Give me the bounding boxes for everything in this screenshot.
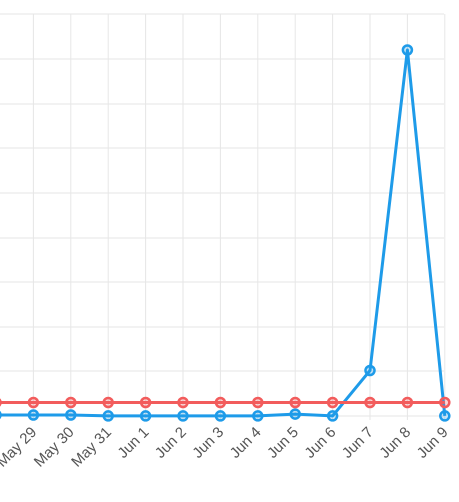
series-1-point[interactable]: [214, 396, 227, 409]
series-1-point[interactable]: [102, 396, 114, 409]
series-0-point[interactable]: [401, 44, 414, 56]
series-0-point[interactable]: [27, 409, 40, 421]
series-0-point[interactable]: [326, 410, 339, 422]
x-tick-label: Jun 3: [189, 424, 227, 462]
series-0-point[interactable]: [214, 410, 227, 422]
series-0-point[interactable]: [139, 410, 152, 422]
series-0-point[interactable]: [252, 410, 264, 422]
series-1-point[interactable]: [326, 396, 339, 409]
x-tick-label: May 29: [0, 424, 40, 471]
x-tick-label: Jun 9: [414, 424, 452, 462]
series-1-point[interactable]: [65, 396, 77, 409]
series-0-point[interactable]: [65, 409, 77, 421]
series-0-point[interactable]: [0, 410, 2, 420]
series-1-point[interactable]: [252, 396, 264, 409]
x-tick-label: Jun 5: [264, 424, 302, 462]
series-1-point[interactable]: [0, 398, 2, 407]
series-0-point[interactable]: [364, 364, 376, 377]
x-tick-label: May 31: [68, 424, 115, 471]
series-1-point[interactable]: [139, 396, 152, 409]
x-tick-label: Jun 7: [339, 424, 377, 462]
series-1-point[interactable]: [177, 396, 189, 409]
x-tick-label: Jun 4: [227, 424, 265, 462]
series-1-point[interactable]: [27, 396, 40, 409]
series-0-point[interactable]: [439, 410, 451, 422]
series-1-point[interactable]: [401, 396, 414, 409]
series-1-point[interactable]: [439, 396, 451, 409]
series-0-point[interactable]: [289, 408, 301, 420]
series-1-point[interactable]: [364, 396, 376, 409]
series-0-point[interactable]: [102, 410, 114, 422]
series-line-0: [0, 48, 447, 418]
series-0-point[interactable]: [177, 410, 189, 422]
x-tick-label: Jun 1: [114, 424, 152, 462]
x-tick-label: Jun 8: [376, 424, 414, 462]
x-tick-label: Jun 6: [301, 424, 339, 462]
x-tick-label: Jun 2: [152, 424, 190, 462]
series-1-point[interactable]: [289, 396, 301, 409]
chart-grid: [0, 13, 446, 420]
series-layer: [0, 44, 451, 422]
x-tick-label: May 30: [31, 424, 78, 471]
